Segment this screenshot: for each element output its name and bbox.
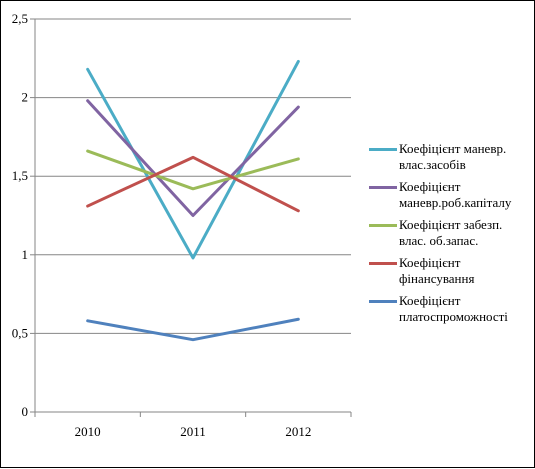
legend-label: Коефіцієнт маневр.роб.капіталу	[399, 179, 512, 210]
legend-label: Коефіцієнт платоспроможності	[399, 293, 508, 324]
x-tick-label: 2011	[180, 424, 206, 439]
legend-item: Коефіцієнт фінансування	[369, 255, 529, 287]
legend-label: Коефіцієнт маневр. влас.засобів	[399, 141, 507, 172]
series-line	[86, 99, 300, 217]
y-tick-label: 1,5	[12, 168, 28, 183]
legend-item: Коефіцієнт маневр.роб.капіталу	[369, 179, 529, 211]
legend-label: Коефіцієнт забезп. влас. об.запас.	[399, 217, 503, 248]
y-tick-label: 2	[22, 90, 29, 105]
legend-swatch	[369, 224, 397, 227]
legend-swatch	[369, 300, 397, 303]
y-tick-label: 2,5	[12, 11, 28, 26]
legend-swatch	[369, 186, 397, 189]
y-tick-label: 0	[22, 404, 29, 419]
legend-item: Коефіцієнт забезп. влас. об.запас.	[369, 217, 529, 249]
series-line	[86, 149, 300, 191]
x-tick-label: 2010	[75, 424, 101, 439]
series-line	[86, 155, 300, 213]
legend-label: Коефіцієнт фінансування	[399, 255, 475, 286]
y-tick-label: 1	[22, 247, 29, 262]
legend-swatch	[369, 262, 397, 265]
series-line	[86, 59, 300, 260]
legend-item: Коефіцієнт маневр. влас.засобів	[369, 141, 529, 173]
legend-item: Коефіцієнт платоспроможності	[369, 293, 529, 325]
y-tick-label: 0,5	[12, 325, 28, 340]
legend-swatch	[369, 148, 397, 151]
chart-legend: Коефіцієнт маневр. влас.засобів Коефіцієн…	[369, 141, 529, 331]
x-tick-label: 2012	[285, 424, 311, 439]
series-line	[86, 317, 300, 342]
